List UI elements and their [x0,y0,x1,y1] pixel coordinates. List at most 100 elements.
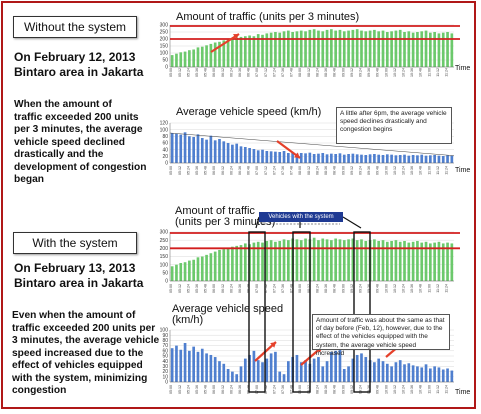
x-tick-label: 06:12 [221,284,225,293]
bar [252,36,256,67]
x-tick-label: 08:00 [298,284,302,293]
bar [256,150,260,163]
bar [274,351,277,382]
bar [394,240,398,281]
x-tick-label: 09:12 [350,284,354,293]
bar [183,343,187,382]
x-tick-label: 09:48 [376,68,380,77]
bar [433,242,436,281]
bar [368,154,372,163]
bar [381,30,385,68]
bar [433,155,436,163]
bar [304,31,307,67]
bar [407,363,411,382]
y-tick-label: 60 [162,141,168,147]
bar [411,241,415,281]
x-tick-label: 10:12 [393,385,397,394]
bar [265,240,269,281]
description-without-system: When the amount of traffic exceeded 200 … [14,99,147,185]
x-tick-label: 05:00 [169,68,173,77]
bar [175,264,178,281]
x-tick-label: 05:48 [204,166,208,175]
bar [411,365,415,382]
x-tick-label: 07:12 [264,385,268,394]
y-tick-label: 250 [160,238,169,244]
x-tick-label: 08:36 [324,166,328,175]
chart-2-xlabel: Time [455,167,470,174]
bar [287,361,290,382]
bar [218,139,221,163]
bar [256,34,260,67]
bar [347,154,350,163]
y-tick-label: 0 [165,161,168,167]
bar [274,151,277,163]
x-tick-label: 05:24 [186,166,190,175]
bar [441,156,445,163]
y-tick-label: 100 [160,262,169,268]
bar [222,141,226,163]
bar [381,361,385,382]
y-tick-label: 10 [162,374,168,380]
bar [299,240,303,281]
bar [364,240,368,281]
x-tick-label: 10:36 [410,68,414,77]
bar [196,134,200,163]
x-tick-label: 09:00 [341,166,345,175]
bar [373,154,376,163]
x-tick-label: 07:48 [290,166,294,175]
bar [385,32,389,67]
bar [261,242,264,281]
bar [338,29,342,67]
x-tick-label: 10:36 [410,385,414,394]
bar [398,241,402,281]
bar [179,349,183,382]
bar [243,243,247,281]
bar [338,349,342,382]
bar [295,153,299,163]
system-period-box-2 [292,231,311,393]
chart-3-title: (units per 3 minutes) [175,216,275,228]
bar [364,31,368,67]
x-tick-label: 08:48 [333,385,337,394]
x-tick-label: 10:00 [384,385,388,394]
y-tick-label: 250 [160,30,169,36]
x-tick-label: 10:48 [419,284,423,293]
y-tick-label: 70 [162,343,168,349]
x-tick-label: 05:12 [178,68,182,77]
bar [429,243,432,281]
bar [304,238,307,281]
y-tick-label: 60 [162,348,168,354]
bar [192,259,195,281]
bar [420,242,424,281]
bar [321,366,325,382]
bar [175,345,178,382]
x-tick-label: 06:24 [229,385,233,394]
bar [342,154,346,163]
x-tick-label: 08:12 [307,166,311,175]
bar [416,32,419,67]
bar [351,358,355,382]
x-tick-label: 07:36 [281,68,285,77]
x-tick-label: 08:12 [307,284,311,293]
x-tick-label: 09:48 [376,284,380,293]
bar [196,351,200,382]
bar [299,153,303,163]
annotation-congestion-begins: A little after 6pm, the average vehicle … [336,107,452,144]
bar [325,154,329,163]
bar [446,368,449,382]
x-tick-label: 11:12 [436,385,440,394]
bar [239,366,243,382]
bar [179,134,183,163]
x-tick-label: 06:36 [238,284,242,293]
bar [321,31,325,67]
bar [351,238,355,281]
x-tick-label: 05:12 [178,166,182,175]
y-tick-label: 150 [160,44,169,50]
bar [308,152,312,163]
bar [179,52,183,67]
x-tick-label: 08:12 [307,68,311,77]
bar [325,239,329,281]
trendline [169,132,455,156]
x-tick-label: 07:12 [264,166,268,175]
